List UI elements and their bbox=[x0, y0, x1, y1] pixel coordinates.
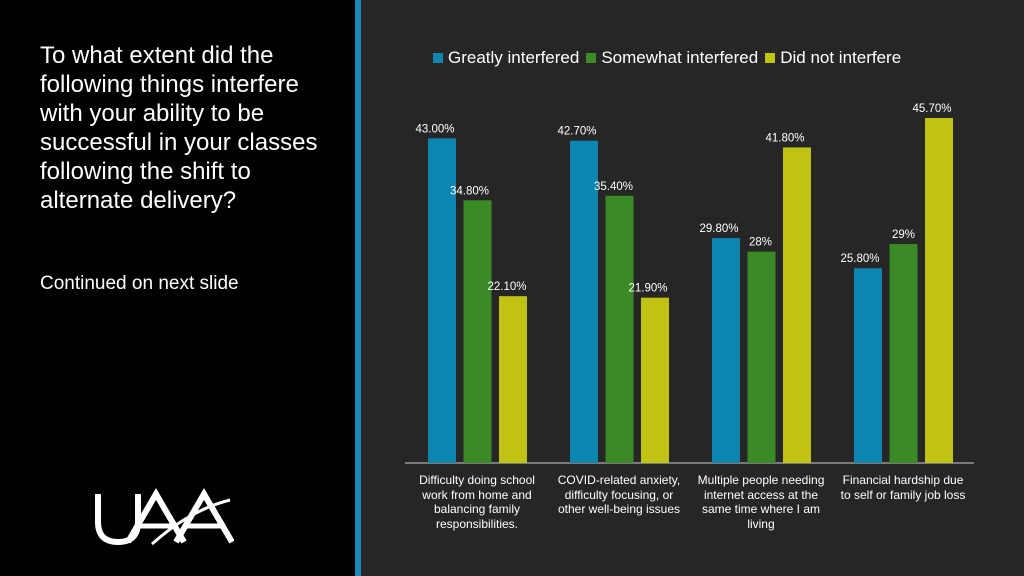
legend-item-greatly: Greatly interfered bbox=[433, 48, 579, 68]
legend-item-somewhat: Somewhat interfered bbox=[586, 48, 758, 68]
slide-question: To what extent did the following things … bbox=[40, 42, 318, 214]
legend-label-greatly: Greatly interfered bbox=[448, 48, 580, 67]
bar-2-1 bbox=[641, 297, 669, 463]
bar-0-0 bbox=[428, 138, 456, 463]
bar-0-3 bbox=[854, 268, 882, 463]
data-label-1-1: 35.40% bbox=[594, 181, 633, 193]
legend-swatch-somewhat bbox=[586, 53, 597, 63]
legend-item-not: Did not interfere bbox=[765, 48, 901, 68]
accent-divider bbox=[355, 0, 361, 576]
left-panel: To what extent did the following things … bbox=[0, 0, 355, 576]
bar-2-2 bbox=[783, 147, 811, 463]
bar-1-2 bbox=[747, 251, 776, 463]
data-label-2-3: 45.70% bbox=[912, 103, 951, 115]
data-label-2-1: 21.90% bbox=[628, 283, 667, 295]
data-label-0-2: 29.80% bbox=[699, 223, 738, 235]
data-label-0-0: 43.00% bbox=[415, 123, 454, 135]
data-label-0-3: 25.80% bbox=[840, 253, 879, 265]
category-label-1: COVID-related anxiety, difficulty focusin… bbox=[557, 473, 681, 516]
category-label-2: Multiple people needing internet access a… bbox=[697, 473, 825, 531]
legend-label-somewhat: Somewhat interfered bbox=[601, 48, 759, 67]
data-label-1-2: 28% bbox=[749, 237, 772, 249]
legend-swatch-not bbox=[765, 53, 776, 63]
bar-0-1 bbox=[570, 140, 598, 463]
bar-1-1 bbox=[605, 195, 634, 463]
uaa-logo bbox=[95, 488, 234, 546]
chart-legend: Greatly interfered Somewhat interfered D… bbox=[433, 48, 908, 68]
bar-1-0 bbox=[463, 200, 492, 463]
legend-label-not: Did not interfere bbox=[780, 48, 902, 67]
data-label-2-0: 22.10% bbox=[487, 281, 526, 293]
continued-note: Continued on next slide bbox=[40, 273, 239, 294]
bar-0-2 bbox=[712, 238, 740, 463]
bar-chart: 43.00% 42.70% 29.80% 25.80% 34.80% 35.40% 28% 2… bbox=[405, 103, 974, 464]
data-label-1-0: 34.80% bbox=[450, 185, 489, 197]
category-label-0: Difficulty doing school work from home an… bbox=[419, 473, 535, 531]
bar-2-0 bbox=[499, 296, 527, 463]
category-label-3: Financial hardship due to self or family … bbox=[840, 473, 966, 502]
legend-swatch-greatly bbox=[433, 53, 443, 63]
data-label-0-1: 42.70% bbox=[557, 126, 596, 138]
data-label-1-3: 29% bbox=[892, 229, 915, 241]
data-label-2-2: 41.80% bbox=[765, 132, 804, 144]
bar-2-3 bbox=[925, 118, 953, 463]
bar-1-3 bbox=[889, 244, 918, 463]
